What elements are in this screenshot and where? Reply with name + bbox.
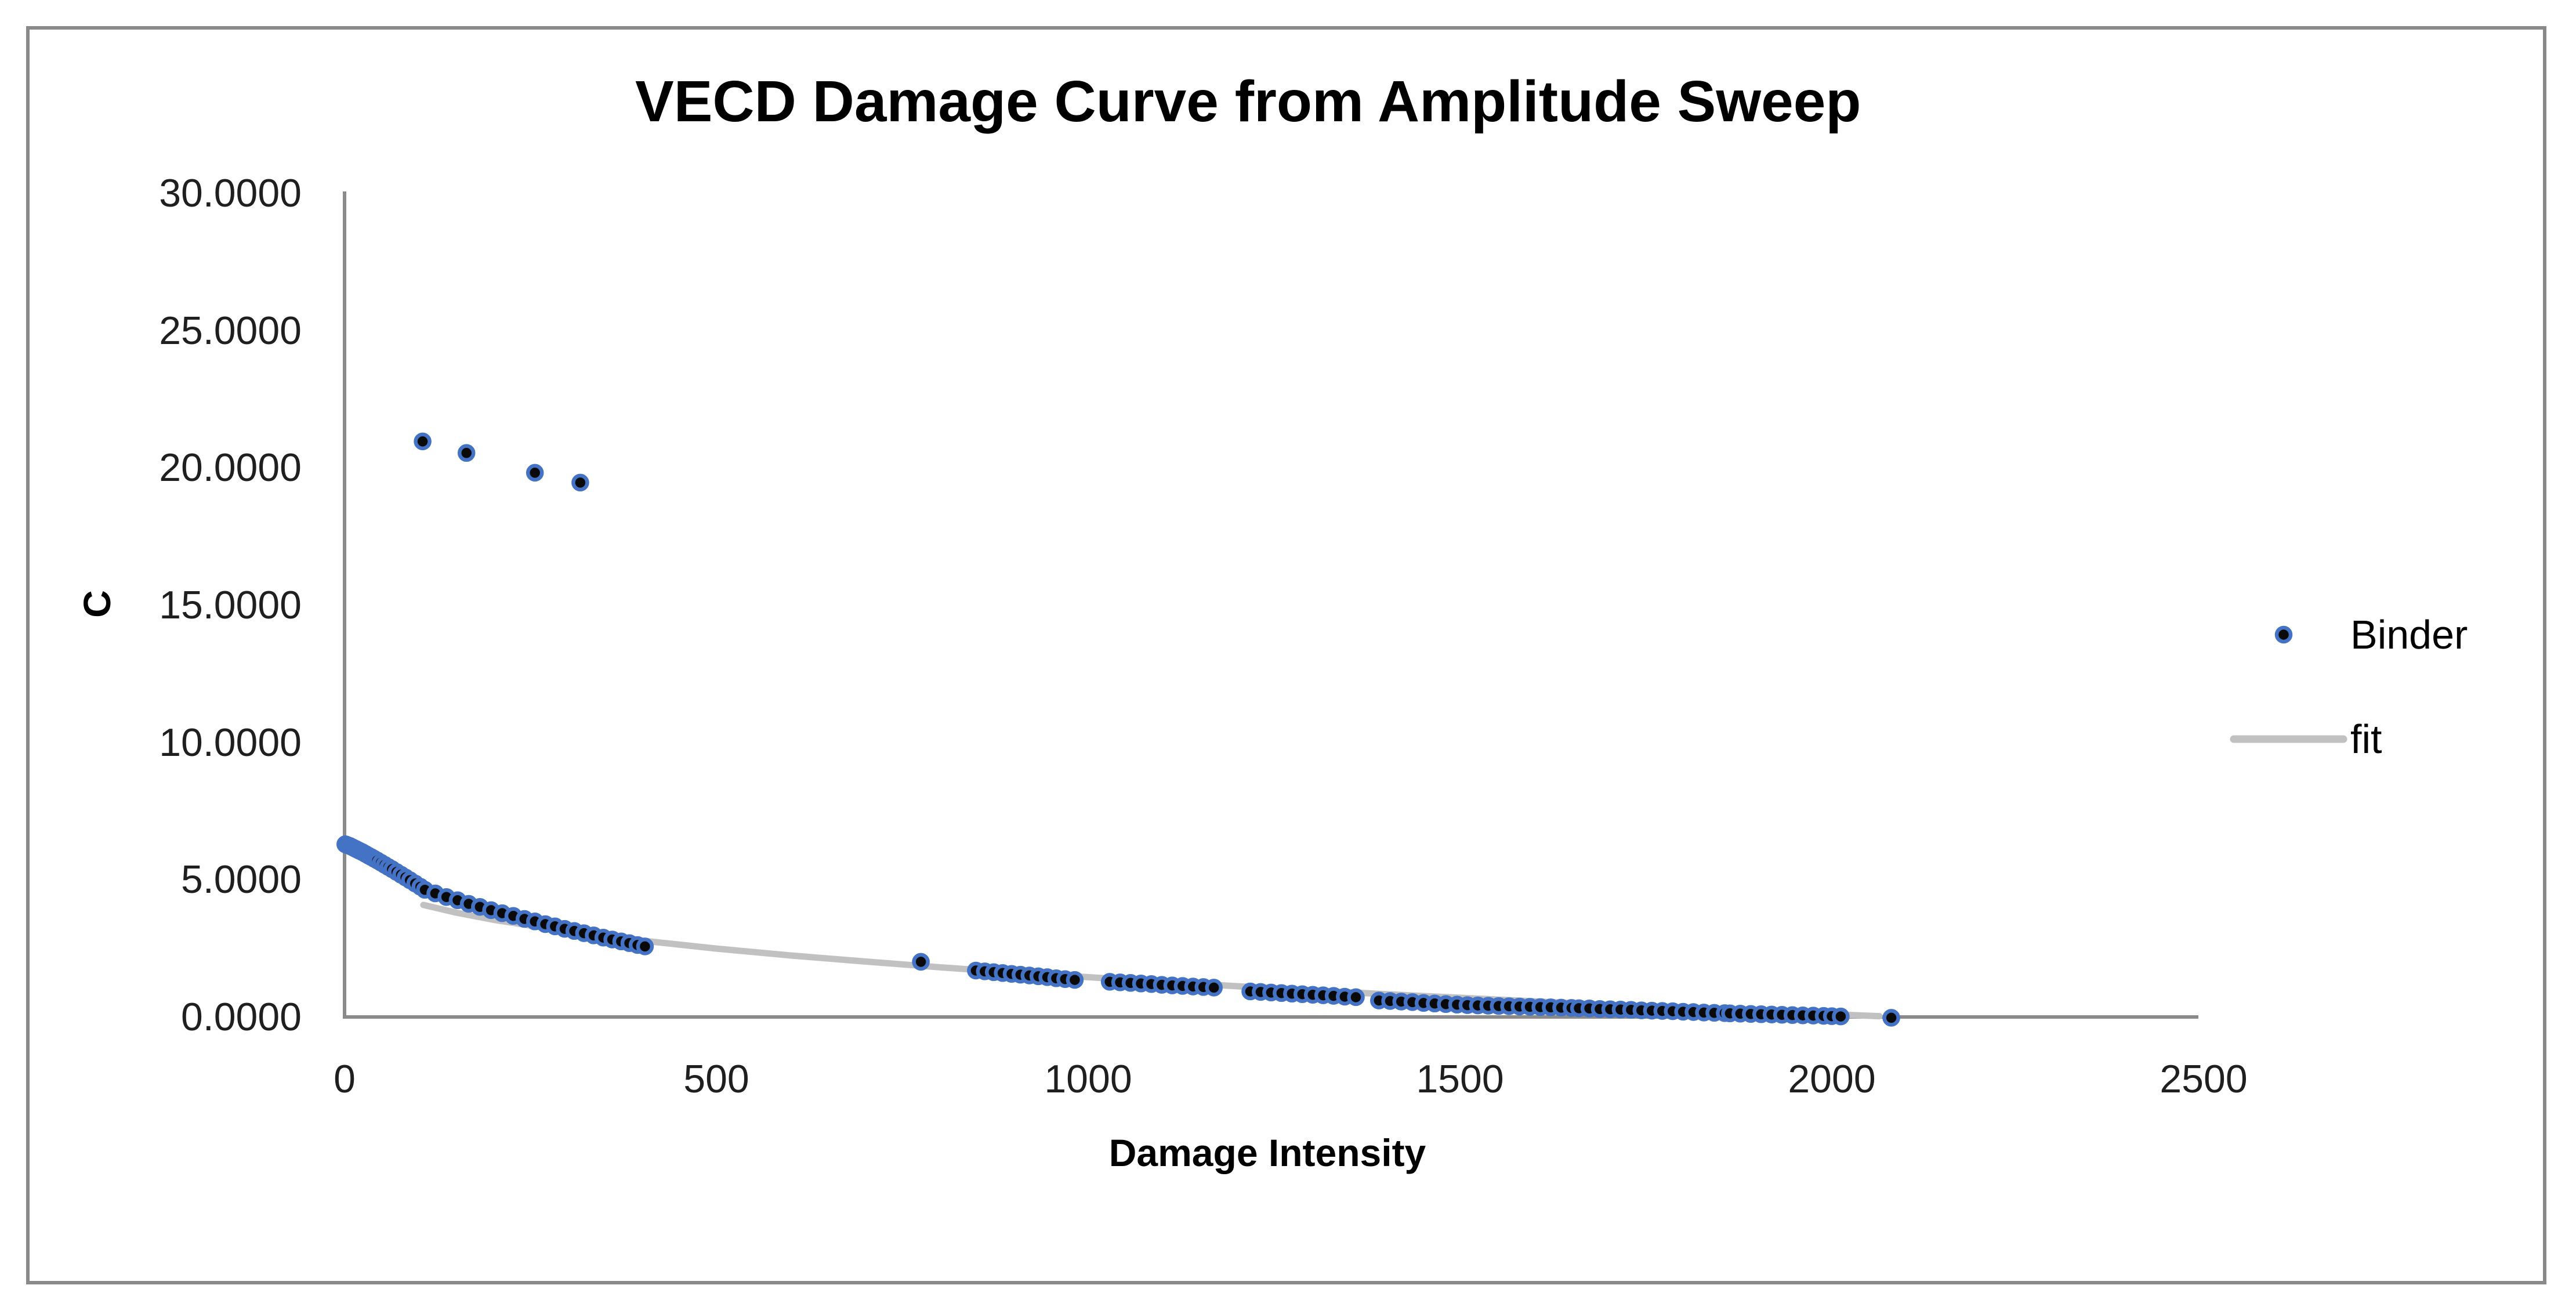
y-tick-label: 10.0000 bbox=[159, 720, 302, 765]
x-tick-label: 2500 bbox=[2160, 1057, 2248, 1101]
binder-point bbox=[1066, 971, 1084, 989]
axes-layer bbox=[343, 191, 2198, 1019]
y-tick-label: 15.0000 bbox=[159, 583, 302, 627]
binder-point bbox=[526, 464, 544, 482]
binder-point bbox=[1882, 1009, 1900, 1027]
x-tick-label: 1000 bbox=[1044, 1057, 1132, 1101]
y-tick-label: 0.0000 bbox=[181, 995, 302, 1039]
chart-title: VECD Damage Curve from Amplitude Sweep bbox=[635, 69, 1861, 134]
x-tick-label: 500 bbox=[683, 1057, 749, 1101]
chart-outer-border bbox=[26, 26, 2546, 1284]
binder-point bbox=[636, 937, 654, 955]
fit-line bbox=[420, 902, 1883, 1020]
x-tick-label: 1500 bbox=[1416, 1057, 1504, 1101]
binder-point bbox=[1205, 979, 1223, 997]
legend-label-fit[interactable]: fit bbox=[2350, 716, 2382, 762]
binder-point bbox=[457, 444, 476, 462]
legend-label-binder[interactable]: Binder bbox=[2350, 612, 2468, 657]
binder-scatter-series bbox=[336, 432, 1900, 1027]
legend-glyphs bbox=[2230, 625, 2347, 743]
x-tick-label: 0 bbox=[334, 1057, 356, 1101]
fit-line-series bbox=[420, 902, 1883, 1020]
y-tick-label: 30.0000 bbox=[159, 171, 302, 215]
y-axis-title: C bbox=[75, 590, 118, 618]
x-tick-label: 2000 bbox=[1788, 1057, 1876, 1101]
x-axis-title: Damage Intensity bbox=[1108, 1131, 1426, 1174]
legend-binder-marker-icon[interactable] bbox=[2274, 625, 2293, 644]
y-tick-label: 20.0000 bbox=[159, 446, 302, 490]
binder-point bbox=[571, 473, 589, 492]
binder-point bbox=[1347, 988, 1365, 1007]
binder-point bbox=[912, 953, 930, 971]
binder-point bbox=[1832, 1007, 1850, 1026]
y-tick-label: 25.0000 bbox=[159, 308, 302, 353]
binder-point bbox=[414, 432, 432, 451]
y-tick-label: 5.0000 bbox=[181, 857, 302, 902]
